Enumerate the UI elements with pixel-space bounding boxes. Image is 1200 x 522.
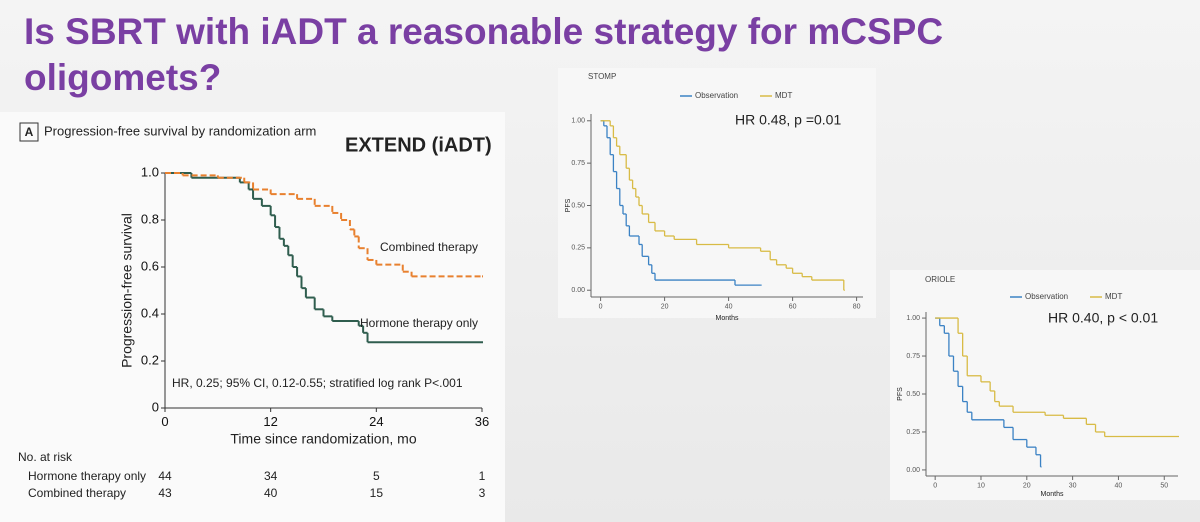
y-tick-label: 0.6 [141, 258, 159, 273]
y-tick-label: 1.00 [906, 315, 920, 322]
risk-count: 34 [264, 469, 278, 483]
x-tick-label: 0 [161, 414, 168, 429]
title-line: oligomets? [24, 57, 221, 98]
x-tick-label: 40 [725, 303, 733, 310]
y-axis-label: PFS [565, 198, 572, 212]
y-tick-label: 0.25 [906, 429, 920, 436]
y-tick-label: 0.00 [906, 467, 920, 474]
risk-count: 5 [373, 469, 380, 483]
y-tick-label: 0 [152, 399, 159, 414]
x-tick-label: 20 [1023, 482, 1031, 489]
series-label: Hormone therapy only [360, 316, 478, 330]
x-tick-label: 50 [1160, 482, 1168, 489]
y-tick-label: 0.25 [571, 245, 585, 252]
legend-label: Observation [695, 91, 738, 100]
x-tick-label: 80 [853, 303, 861, 310]
x-axis-label: Months [716, 315, 739, 322]
risk-count: 43 [158, 486, 172, 500]
y-axis-label: PFS [897, 387, 904, 401]
legend-label: MDT [1105, 292, 1122, 301]
chart-title: STOMP [588, 72, 616, 81]
legend-label: MDT [775, 91, 792, 100]
annotation: HR 0.48, p =0.01 [735, 112, 841, 128]
y-tick-label: 0.50 [906, 391, 920, 398]
y-tick-label: 0.50 [571, 202, 585, 209]
x-tick-label: 12 [263, 414, 277, 429]
series-label: Combined therapy [380, 240, 478, 254]
risk-row-name: Combined therapy [28, 486, 126, 500]
panel-background [0, 112, 505, 522]
y-tick-label: 0.2 [141, 352, 159, 367]
panel-background [890, 270, 1200, 500]
y-tick-label: 1.0 [141, 164, 159, 179]
chart-heading: EXTEND (iADT) [345, 134, 492, 156]
annotation: HR 0.40, p < 0.01 [1048, 310, 1158, 326]
panel-label: A [25, 125, 34, 139]
x-tick-label: 40 [1115, 482, 1123, 489]
chart-title: Progression-free survival by randomizati… [44, 123, 316, 138]
risk-count: 40 [264, 486, 278, 500]
legend-label: Observation [1025, 292, 1068, 301]
panel-background [558, 68, 876, 318]
chart-title: ORIOLE [925, 275, 955, 284]
y-axis-label: Progression-free survival [119, 213, 135, 368]
y-tick-label: 0.00 [571, 287, 585, 294]
risk-row-name: Hormone therapy only [28, 469, 146, 483]
y-tick-label: 0.75 [571, 160, 585, 167]
risk-count: 3 [479, 486, 486, 500]
y-tick-label: 1.00 [571, 118, 585, 125]
x-tick-label: 0 [933, 482, 937, 489]
x-tick-label: 30 [1069, 482, 1077, 489]
title-line: Is SBRT with iADT a reasonable strategy … [24, 11, 943, 52]
annotation: HR, 0.25; 95% CI, 0.12-0.55; stratified … [172, 376, 463, 390]
x-axis-label: Months [1041, 491, 1064, 498]
slide-title: Is SBRT with iADT a reasonable strategy … [24, 11, 943, 98]
panel-label-box [19, 122, 39, 142]
x-tick-label: 24 [369, 414, 383, 429]
x-axis-label: Time since randomization, mo [230, 431, 416, 447]
risk-count: 1 [479, 469, 486, 483]
y-tick-label: 0.75 [906, 353, 920, 360]
y-tick-label: 0.8 [141, 211, 159, 226]
x-tick-label: 60 [789, 303, 797, 310]
x-tick-label: 10 [977, 482, 985, 489]
x-tick-label: 20 [661, 303, 669, 310]
x-tick-label: 36 [475, 414, 489, 429]
risk-count: 44 [158, 469, 172, 483]
y-tick-label: 0.4 [141, 305, 159, 320]
risk-table-title: No. at risk [18, 450, 73, 464]
risk-count: 15 [370, 486, 384, 500]
x-tick-label: 0 [599, 303, 603, 310]
